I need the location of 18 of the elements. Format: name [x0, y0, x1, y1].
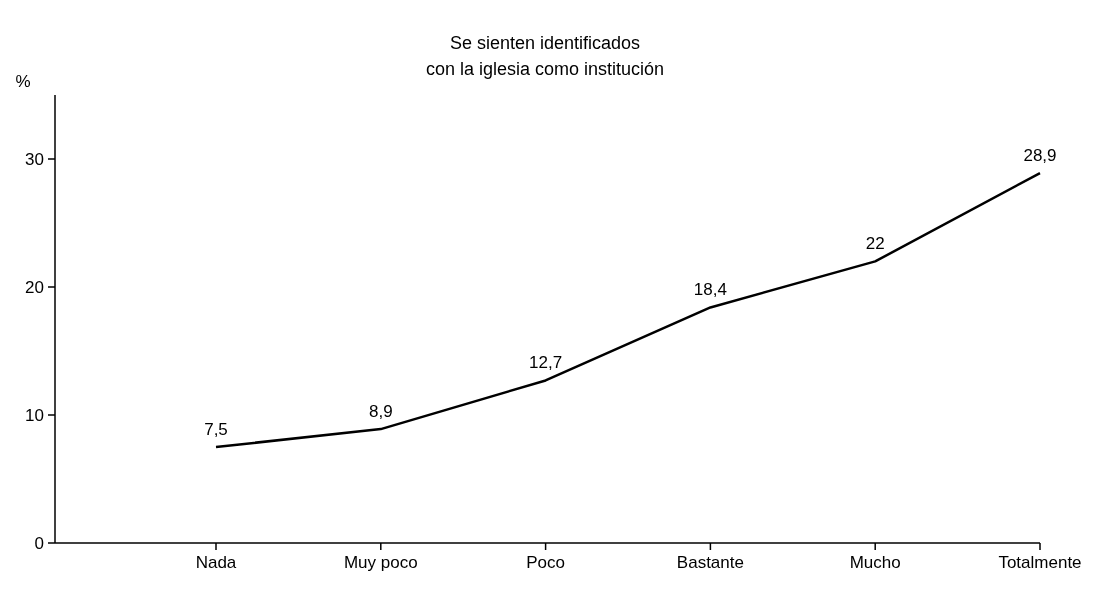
- x-tick-label: Mucho: [849, 553, 901, 573]
- data-label: 7,5: [204, 420, 228, 439]
- x-tick-label: Bastante: [676, 553, 744, 573]
- y-tick-label: 20: [25, 278, 44, 298]
- data-label: 18,4: [693, 280, 727, 300]
- y-tick-label: 0: [34, 534, 44, 554]
- data-label: 8,9: [368, 402, 393, 422]
- y-tick-label: 10: [25, 406, 44, 426]
- data-label: 28,9: [1023, 146, 1057, 166]
- y-axis-title: %: [15, 72, 31, 91]
- x-tick-label: Muy poco: [343, 553, 418, 573]
- data-label: 12,7: [529, 353, 563, 373]
- x-tick-label: Poco: [526, 553, 565, 573]
- x-tick-label: Totalmente: [998, 553, 1082, 573]
- data-label: 22: [865, 234, 885, 254]
- chart-title: Se sienten identificados con la iglesia como institución: [424, 32, 666, 81]
- x-tick-label: Nada: [195, 553, 237, 573]
- y-tick-label: 30: [25, 150, 44, 170]
